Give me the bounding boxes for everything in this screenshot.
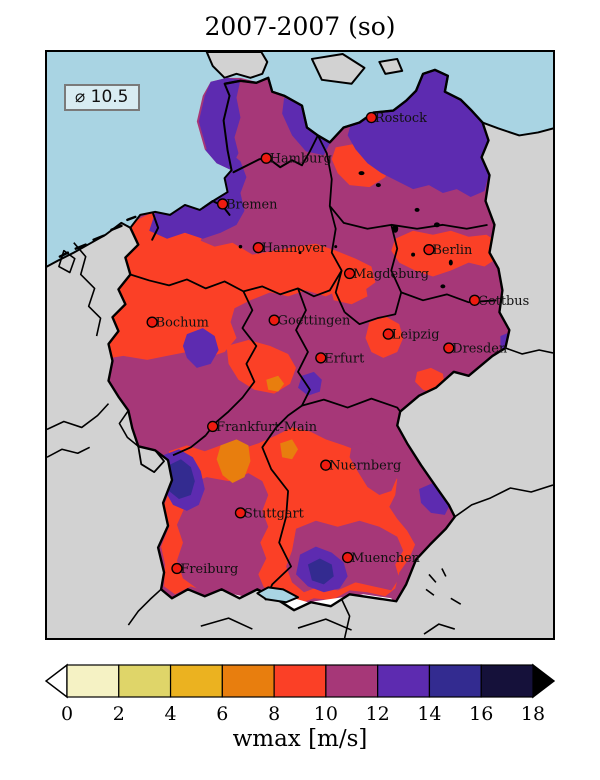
colorbar-under-arrow: [45, 663, 68, 699]
denmark-land: [205, 52, 404, 85]
city-label: Stuttgart: [244, 506, 305, 521]
city-label: Nuernberg: [329, 459, 401, 474]
colorbar: 0 2 4 6 8 10 12 14 16 18: [45, 663, 555, 725]
city-marker: [320, 459, 332, 471]
city-label: Cottbus: [478, 294, 529, 309]
lake-constance: [256, 586, 300, 604]
colorbar-segment-10: [325, 664, 379, 698]
sea-area: [47, 52, 553, 267]
colorbar-segment-2: [118, 664, 172, 698]
colorbar-axis-label: wmax [m/s]: [232, 726, 368, 752]
colorbar-tick-10: 10: [314, 703, 338, 725]
colorbar-tick-2: 2: [113, 703, 125, 725]
city-stuttgart: Stuttgart: [234, 506, 305, 521]
city-marker: [234, 507, 247, 519]
germany-border: [107, 68, 511, 612]
city-marker: [207, 420, 219, 433]
page-title: 2007-2007 (so): [204, 12, 396, 41]
city-erfurt: Erfurt: [315, 351, 365, 366]
mean-value-badge: ⌀ 10.5: [64, 84, 140, 111]
city-marker: [365, 111, 378, 124]
colorbar-tick-12: 12: [366, 703, 390, 725]
city-marker: [260, 152, 272, 164]
colorbar-over-arrow: [532, 663, 555, 699]
city-bremen: Bremen: [216, 197, 277, 212]
city-label: Magdeburg: [353, 267, 429, 282]
city-cottbus: Cottbus: [468, 294, 529, 309]
city-label: Frankfurt-Main: [216, 420, 317, 435]
neighbour-borders: [47, 242, 553, 638]
colorbar-segment-16: [480, 664, 534, 698]
city-label: Goettingen: [278, 314, 351, 329]
city-bochum: Bochum: [146, 316, 209, 331]
city-hamburg: Hamburg: [260, 152, 332, 167]
city-label: Muenchen: [351, 551, 420, 566]
colorbar-tick-6: 6: [216, 703, 228, 725]
city-magdeburg: Magdeburg: [343, 267, 429, 282]
city-label: Berlin: [432, 243, 472, 258]
city-marker: [423, 243, 435, 256]
contour-band-14-16: [165, 459, 334, 585]
ems-river: [151, 212, 160, 241]
colorbar-tick-8: 8: [268, 703, 280, 725]
city-label: Bochum: [156, 316, 209, 331]
colorbar-tick-4: 4: [165, 703, 177, 725]
city-leipzig: Leipzig: [382, 328, 440, 343]
city-marker: [216, 198, 229, 210]
city-nuernberg: Nuernberg: [320, 459, 401, 474]
city-rostock: Rostock: [365, 111, 427, 126]
city-muenchen: Muenchen: [341, 551, 420, 566]
city-berlin: Berlin: [423, 243, 472, 258]
germany-map: Rostock Hamburg Bremen Hannover Berlin Magdeb…: [45, 50, 555, 640]
city-marker: [382, 328, 394, 340]
city-label: Hannover: [262, 241, 327, 256]
contour-band-6-8: [216, 375, 299, 484]
colorbar-segment-8: [273, 664, 327, 698]
colorbar-tick-18: 18: [521, 703, 545, 725]
city-freiburg: Freiburg: [171, 562, 238, 577]
city-marker: [252, 242, 264, 254]
city-marker: [146, 316, 158, 328]
city-label: Erfurt: [324, 351, 365, 366]
colorbar-segment-14: [428, 664, 482, 698]
city-marker: [443, 342, 455, 354]
city-label: Leipzig: [392, 328, 440, 343]
colorbar-segment-12: [377, 664, 431, 698]
city-frankfurt-main: Frankfurt-Main: [207, 420, 317, 435]
colorbar-segment-0: [66, 664, 120, 698]
city-marker: [468, 294, 481, 306]
city-marker: [341, 551, 354, 564]
mean-value-text: ⌀ 10.5: [75, 87, 129, 107]
colorbar-segment-6: [221, 664, 275, 698]
colorbar-tick-14: 14: [417, 703, 441, 725]
colorbar-segment-4: [169, 664, 223, 698]
city-marker: [268, 314, 280, 326]
city-label: Dresden: [452, 341, 507, 356]
city-hannover: Hannover: [252, 241, 327, 256]
city-label: Hamburg: [270, 152, 332, 167]
city-label: Bremen: [226, 197, 277, 212]
contour-fills: [108, 69, 510, 611]
city-markers-layer: Rostock Hamburg Bremen Hannover BerlinMagdeb…: [146, 111, 529, 577]
city-marker: [315, 352, 327, 364]
city-goettingen: Goettingen: [268, 314, 351, 329]
city-dresden: Dresden: [443, 341, 507, 356]
lakes: [238, 171, 453, 289]
colorbar-tick-0: 0: [61, 703, 73, 725]
state-borders: [130, 135, 497, 601]
map-canvas: Rostock Hamburg Bremen Hannover BerlinMagdeb…: [47, 52, 553, 638]
city-label: Rostock: [375, 111, 427, 126]
city-marker: [343, 267, 356, 280]
city-marker: [171, 562, 183, 575]
colorbar-tick-16: 16: [469, 703, 493, 725]
city-label: Freiburg: [180, 562, 238, 577]
